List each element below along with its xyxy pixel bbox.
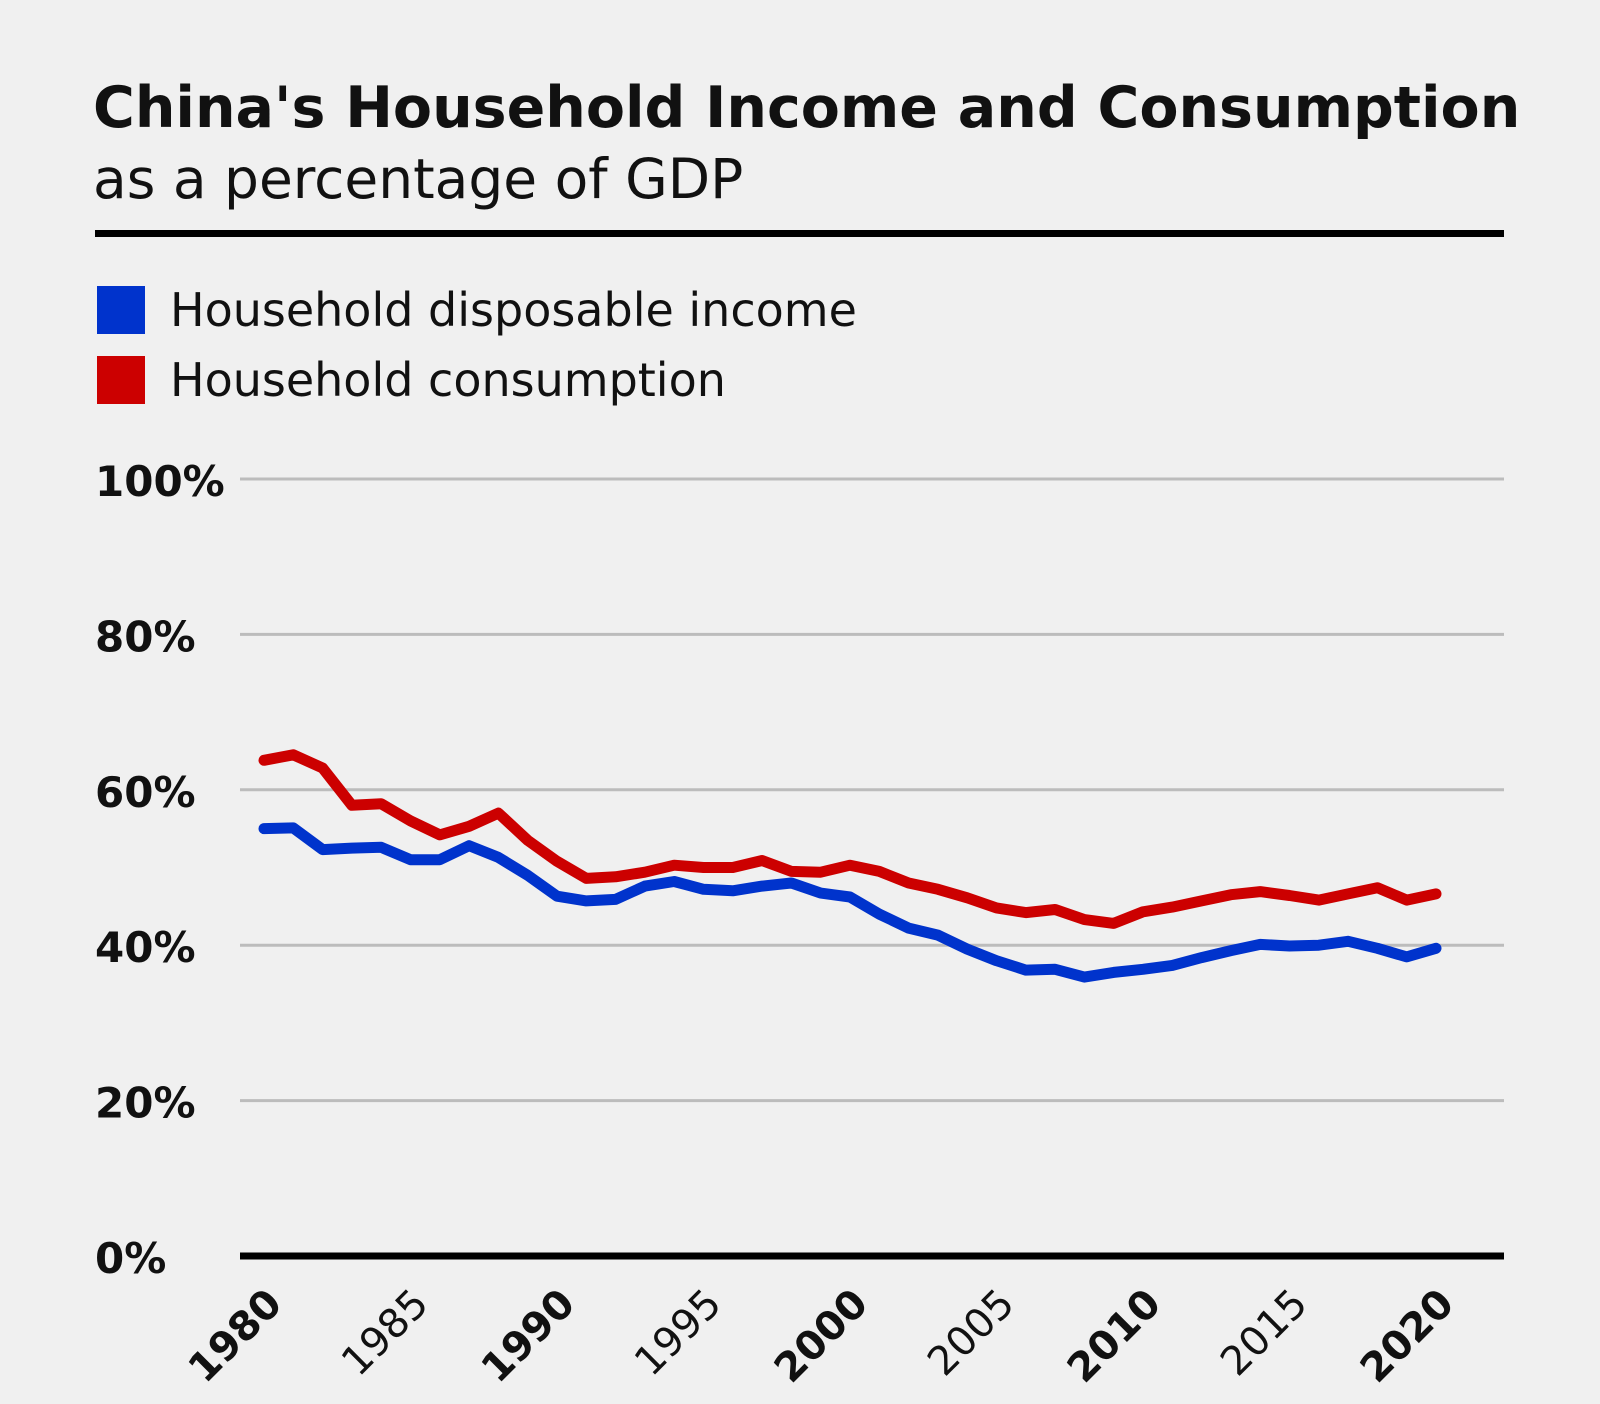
y-tick-label: 0% xyxy=(95,1234,166,1283)
chart-title: China's Household Income and Consumption xyxy=(93,75,1520,141)
chart-subtitle: as a percentage of GDP xyxy=(93,147,743,211)
series-line-household-disposable-income xyxy=(258,822,1442,983)
series-group xyxy=(258,749,1442,983)
x-tick-label: 1985 xyxy=(333,1281,438,1386)
series-line-household-consumption xyxy=(258,749,1442,929)
y-tick-label: 60% xyxy=(95,768,196,817)
x-tick-label: 1990 xyxy=(473,1281,584,1392)
header-divider xyxy=(95,230,1504,237)
y-axis: 0% 20% 40% 60% 80% 100% xyxy=(95,457,225,1283)
x-axis-baseline xyxy=(240,1252,1504,1260)
x-tick-label: 2015 xyxy=(1212,1281,1317,1386)
x-tick-label: 2000 xyxy=(766,1281,877,1392)
x-axis: 1980 1985 1990 1995 2000 2005 2010 2015 2020 xyxy=(180,1281,1463,1392)
y-tick-label: 100% xyxy=(95,457,225,506)
x-tick-label: 2005 xyxy=(919,1281,1024,1386)
legend-swatch xyxy=(97,356,145,404)
legend-label: Household consumption xyxy=(170,353,726,407)
y-tick-label: 20% xyxy=(95,1079,196,1128)
y-tick-label: 80% xyxy=(95,612,196,661)
legend: Household disposable income Household con… xyxy=(97,283,857,407)
y-tick-label: 40% xyxy=(95,923,196,972)
x-tick-label: 1980 xyxy=(180,1281,291,1392)
legend-swatch xyxy=(97,286,145,334)
x-tick-label: 1995 xyxy=(626,1281,731,1386)
x-tick-label: 2020 xyxy=(1352,1281,1463,1392)
legend-label: Household disposable income xyxy=(170,283,857,337)
x-tick-label: 2010 xyxy=(1059,1281,1170,1392)
